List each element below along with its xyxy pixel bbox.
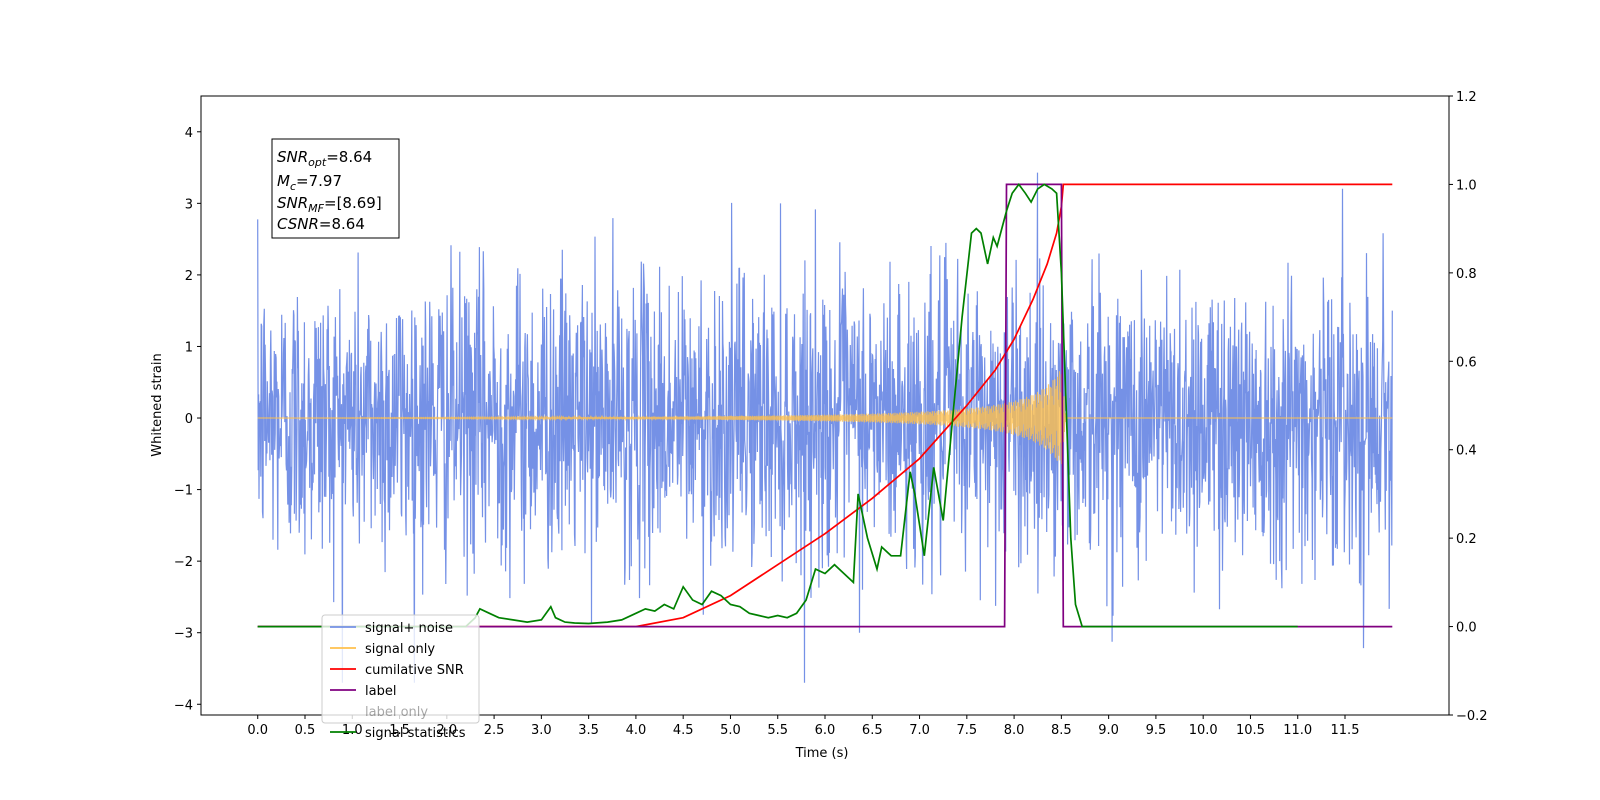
x-tick-label: 8.5 (1051, 723, 1072, 738)
y2-tick-label: 1.0 (1456, 178, 1477, 193)
y-tick-label: −1 (174, 484, 193, 499)
y2-tick-label: 0.8 (1456, 267, 1477, 282)
x-tick-label: 3.0 (531, 723, 552, 738)
y-tick-label: 3 (185, 197, 193, 212)
legend-item-signal-only: signal only (330, 642, 435, 657)
x-tick-label: 0.0 (247, 723, 268, 738)
annotation-snr-opt: SNRopt=8.64 (277, 148, 372, 169)
x-tick-label: 9.0 (1098, 723, 1119, 738)
y-tick-label: 4 (185, 126, 193, 141)
series-signal-noise (257, 172, 1393, 683)
x-axis-label: Time (s) (795, 746, 849, 761)
x-tick-label: 6.5 (862, 723, 883, 738)
y-tick-label: −3 (174, 627, 193, 642)
x-tick-label: 7.5 (956, 723, 977, 738)
legend-item-signal-only-label: signal only (365, 642, 435, 657)
y-axis-label: Whitened strain (150, 353, 165, 456)
legend-item-label: label (330, 684, 396, 699)
y2-tick-label: 0.4 (1456, 444, 1477, 459)
x-tick-label: 1.5 (389, 723, 410, 738)
x-tick-label: 7.0 (909, 723, 930, 738)
y-tick-label: 1 (185, 340, 193, 355)
legend-item-label-only: label only (365, 705, 428, 720)
series-signal-only (257, 371, 1393, 465)
x-tick-label: 4.0 (626, 723, 647, 738)
legend-item-cumilative-snr: cumilative SNR (330, 663, 464, 678)
x-tick-label: 10.0 (1189, 723, 1218, 738)
x-tick-label: 5.5 (767, 723, 788, 738)
legend-item-label-label: label (365, 684, 396, 699)
y2-tick-label: 0.0 (1456, 621, 1477, 636)
x-tick-label: 2.5 (484, 723, 505, 738)
x-tick-label: 11.0 (1283, 723, 1312, 738)
x-tick-label: 10.5 (1236, 723, 1265, 738)
y-tick-label: 2 (185, 269, 193, 284)
x-tick-label: 0.5 (295, 723, 316, 738)
y-tick-label: 0 (185, 412, 193, 427)
legend: signal+ noise signal only cumilative SNR la… (321, 614, 480, 741)
legend-item-label-only-label: label only (365, 705, 428, 720)
y-axis-left: −4 −3 −2 −1 0 1 2 3 4 (174, 126, 201, 713)
annotation-csnr: CSNR=8.64 (277, 215, 365, 233)
x-tick-label: 1.0 (342, 723, 363, 738)
annotation-snr-mf: SNRMF=[8.69] (277, 194, 382, 215)
y2-tick-label: 0.2 (1456, 532, 1477, 547)
y2-tick-label: −0.2 (1456, 709, 1488, 724)
y-tick-label: −4 (174, 698, 193, 713)
x-tick-label: 2.0 (436, 723, 457, 738)
y2-tick-label: 0.6 (1456, 355, 1477, 370)
y-axis-right: −0.2 0.0 0.2 0.4 0.6 0.8 1.0 1.2 (1449, 90, 1488, 724)
metrics-annotation: SNRopt=8.64 Mc=7.97 SNRMF=[8.69] CSNR=8.… (271, 138, 400, 239)
legend-item-signal-noise-label: signal+ noise (365, 621, 453, 636)
legend-item-signal-statistics-label: signal statistics (365, 726, 466, 741)
legend-item-cumilative-snr-label: cumilative SNR (365, 663, 464, 678)
annotation-mc: Mc=7.97 (277, 172, 342, 193)
x-tick-label: 4.5 (673, 723, 694, 738)
legend-item-signal-noise: signal+ noise (330, 621, 453, 636)
x-axis: 0.0 0.5 1.0 1.5 2.0 2.5 3.0 3.5 4.0 4.5 5.0 5.5 6.0 6… (247, 715, 1359, 738)
legend-item-signal-statistics: signal statistics (330, 726, 466, 741)
x-tick-label: 11.5 (1331, 723, 1360, 738)
plot-area (257, 172, 1393, 683)
y-tick-label: −2 (174, 555, 193, 570)
series-signal-statistics (257, 182, 1298, 628)
x-tick-label: 5.0 (720, 723, 741, 738)
x-tick-label: 8.0 (1004, 723, 1025, 738)
x-tick-label: 6.0 (815, 723, 836, 738)
x-tick-label: 3.5 (578, 723, 599, 738)
x-tick-label: 9.5 (1146, 723, 1167, 738)
y2-tick-label: 1.2 (1456, 90, 1477, 105)
